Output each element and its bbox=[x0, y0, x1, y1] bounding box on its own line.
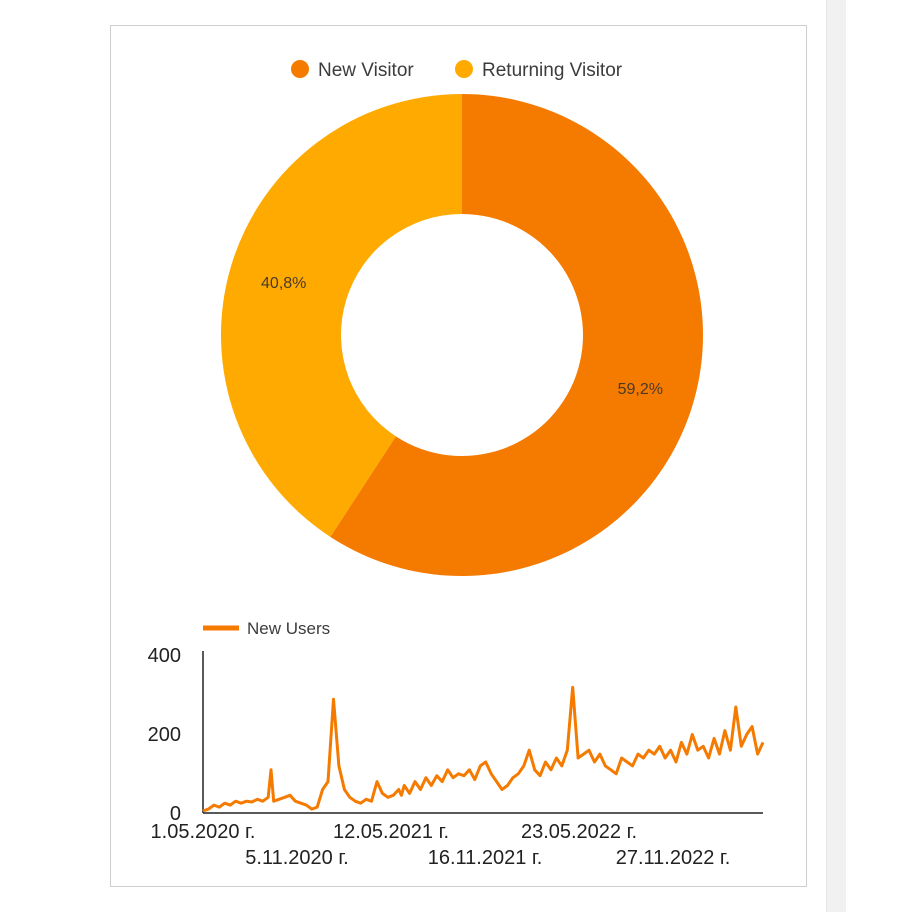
x-tick-6: 27.11.2022 г. bbox=[616, 847, 731, 869]
donut-chart: 59,2% 40,8% bbox=[220, 94, 703, 576]
line-legend-label: New Users bbox=[247, 619, 330, 638]
slice-new-visitor[interactable] bbox=[330, 94, 703, 576]
legend-swatch-new-visitor bbox=[291, 60, 309, 78]
legend-swatch-returning-visitor bbox=[455, 60, 473, 78]
slice-label-new-visitor: 59,2% bbox=[618, 381, 663, 398]
x-tick-1: 1.05.2020 г. bbox=[151, 821, 256, 843]
scrollbar-track[interactable] bbox=[826, 0, 846, 912]
legend-label-new-visitor: New Visitor bbox=[318, 60, 414, 81]
y-tick-400: 400 bbox=[148, 645, 181, 667]
x-tick-4: 16.11.2021 г. bbox=[428, 847, 543, 869]
donut-legend: New Visitor Returning Visitor bbox=[291, 60, 623, 81]
x-tick-5: 23.05.2022 г. bbox=[521, 821, 637, 843]
y-tick-0: 0 bbox=[170, 803, 181, 825]
x-tick-2: 5.11.2020 г. bbox=[245, 847, 348, 869]
legend-label-returning-visitor: Returning Visitor bbox=[482, 60, 623, 81]
slice-label-returning-visitor: 40,8% bbox=[261, 275, 306, 292]
line-chart: 400 200 0 1.05.2020 г. 5.11.2020 г. 12.0… bbox=[148, 645, 765, 869]
x-tick-3: 12.05.2021 г. bbox=[333, 821, 449, 843]
series-line-new-users[interactable] bbox=[202, 685, 765, 813]
chart-canvas: New Visitor Returning Visitor 59,2% 40,8… bbox=[148, 60, 765, 869]
line-legend: New Users bbox=[203, 619, 330, 638]
chart-card: New Visitor Returning Visitor 59,2% 40,8… bbox=[110, 25, 807, 887]
y-tick-200: 200 bbox=[148, 724, 181, 746]
slice-returning-visitor[interactable] bbox=[220, 94, 462, 537]
